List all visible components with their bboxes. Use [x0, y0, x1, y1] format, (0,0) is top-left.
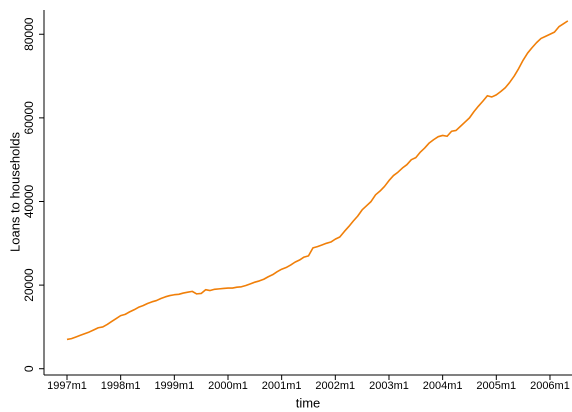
x-tick-label: 1998m1 — [101, 380, 141, 392]
y-tick-label: 40000 — [22, 184, 36, 218]
x-tick-label: 1997m1 — [47, 380, 87, 392]
y-tick-label: 20000 — [22, 268, 36, 302]
x-tick-label: 2002m1 — [315, 380, 355, 392]
y-tick-label: 0 — [22, 365, 36, 372]
x-tick-label: 2001m1 — [262, 380, 302, 392]
x-tick-label: 1999m1 — [154, 380, 194, 392]
data-line — [66, 20, 569, 341]
x-tick-label: 2004m1 — [423, 380, 463, 392]
x-tick-label: 2003m1 — [369, 380, 409, 392]
x-tick-label: 2006m1 — [530, 380, 570, 392]
x-tick-label: 2000m1 — [208, 380, 248, 392]
y-axis-title: Loans to households — [7, 132, 22, 252]
x-tick-label: 2005m1 — [476, 380, 516, 392]
y-tick-label: 80000 — [22, 17, 36, 51]
y-tick-label: 60000 — [22, 101, 36, 135]
x-axis-title: time — [296, 395, 321, 410]
